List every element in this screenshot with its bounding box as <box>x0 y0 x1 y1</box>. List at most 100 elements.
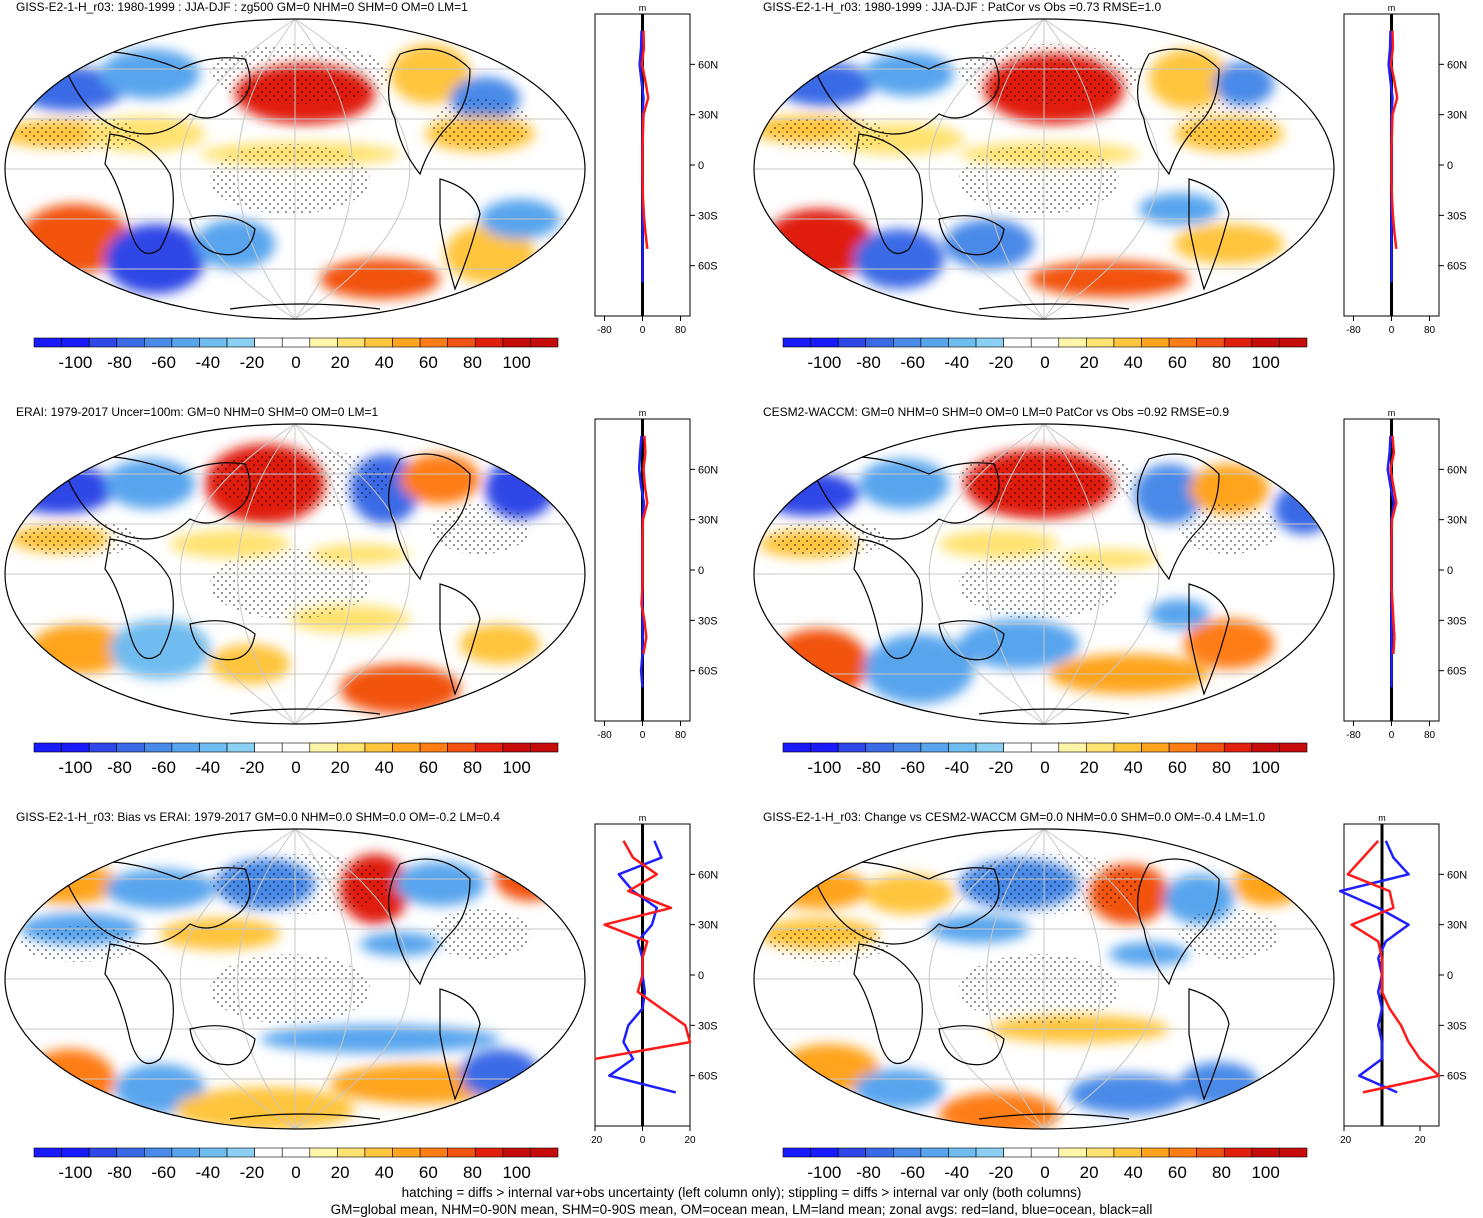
colorbar-swatch <box>447 742 476 753</box>
colorbar-tick-label: -60 <box>151 758 176 777</box>
colorbar-swatch <box>530 1147 559 1158</box>
meridian-line <box>1043 19 1102 319</box>
lat-tick-label: 60N <box>698 869 718 881</box>
colorbar-swatch <box>1251 742 1280 753</box>
colorbar-tick-label: 60 <box>419 758 438 777</box>
colorbar-tick-label: 80 <box>1212 1163 1231 1182</box>
colorbar-tick-label: -80 <box>107 1163 132 1182</box>
colorbar-tick-label: -80 <box>856 1163 881 1182</box>
x-tick-label: 0 <box>1389 730 1395 741</box>
coastline <box>808 455 1000 540</box>
zonal-frame <box>1343 823 1440 1127</box>
colorbar-tick-label: 100 <box>1251 758 1279 777</box>
colorbar-swatch <box>144 337 173 348</box>
panel-2: GISS-E2-1-H_r03: 1980-1999 : JJA-DJF : P… <box>749 0 1483 405</box>
colorbar-swatch <box>337 742 366 753</box>
colorbar-swatch <box>1113 742 1142 753</box>
stippling <box>430 99 530 149</box>
lat-tick-label: 0 <box>1447 565 1453 577</box>
coastline <box>978 1113 1130 1120</box>
colorbar-tick-label: -60 <box>900 1163 925 1182</box>
colorbar-tick-label: 60 <box>419 353 438 372</box>
colorbar-tick-label: 40 <box>375 353 394 372</box>
colorbar-swatch <box>364 337 393 348</box>
stippling <box>210 549 370 619</box>
anomaly-blob <box>1274 484 1334 534</box>
colorbar-swatch <box>893 742 922 753</box>
coastline <box>229 303 381 310</box>
stippling <box>1179 909 1279 959</box>
colorbar-swatch <box>1168 1147 1197 1158</box>
colorbar-swatch <box>1279 1147 1308 1158</box>
meridian-line <box>237 424 296 724</box>
colorbar-swatch <box>1196 1147 1225 1158</box>
meridian-line <box>928 19 1045 319</box>
colorbar-tick-label: -100 <box>807 1163 841 1182</box>
coastline <box>938 215 1005 256</box>
colorbar-tick-label: 20 <box>1080 353 1099 372</box>
colorbar-tick-label: -100 <box>807 353 841 372</box>
meridian-line <box>1043 424 1160 724</box>
colorbar-swatch <box>254 337 283 348</box>
anomaly-blob <box>360 932 440 956</box>
colorbar-swatch <box>226 1147 255 1158</box>
lat-tick-label: 60S <box>698 1071 718 1083</box>
colorbar-tick-label: 40 <box>375 758 394 777</box>
lat-tick-label: 0 <box>698 160 704 172</box>
coastline <box>387 453 471 581</box>
anomaly-blob <box>105 459 195 509</box>
anomaly-blob <box>460 1049 540 1099</box>
x-tick-label: 80 <box>1424 730 1436 741</box>
lat-tick-label: 60N <box>698 464 718 476</box>
coastline <box>104 943 174 1064</box>
map-field <box>5 829 585 1129</box>
x-tick-label: -80 <box>1346 325 1361 336</box>
colorbar-swatch <box>1086 742 1115 753</box>
colorbar-swatch <box>1196 742 1225 753</box>
colorbar-swatch <box>948 1147 977 1158</box>
stippling <box>769 521 889 557</box>
colorbar-swatch <box>474 337 504 348</box>
stippling <box>1179 504 1279 554</box>
coastline <box>59 860 251 945</box>
colorbar-swatch <box>474 1147 504 1158</box>
meridian-line <box>928 829 1045 1129</box>
lat-tick-label: 60S <box>1447 666 1467 678</box>
robinson-map <box>753 828 1335 1130</box>
anomaly-blob <box>1174 224 1284 264</box>
colorbar-tick-label: 60 <box>1168 1163 1187 1182</box>
coastline <box>59 50 251 135</box>
lat-tick-label: 60N <box>698 59 718 71</box>
lat-tick-label: 30S <box>698 1020 718 1032</box>
colorbar-tick-label: -20 <box>989 758 1014 777</box>
map-field <box>5 424 585 724</box>
x-tick-label: 0 <box>640 325 646 336</box>
colorbar-swatch <box>254 742 283 753</box>
colorbar-tick-label: 80 <box>463 758 482 777</box>
lat-tick-label: 30S <box>1447 615 1467 627</box>
colorbar-swatch <box>281 337 311 348</box>
zonal-ocean-line <box>1339 840 1410 1094</box>
colorbar-swatch <box>88 337 118 348</box>
colorbar-tick-label: 100 <box>502 353 530 372</box>
anomaly-blob <box>1139 193 1219 225</box>
colorbar-swatch <box>309 1147 338 1158</box>
x-tick-label: -80 <box>597 325 612 336</box>
coastline <box>439 178 481 291</box>
stippling <box>959 854 1139 914</box>
lat-tick-label: 60N <box>1447 869 1467 881</box>
lat-tick-label: 30S <box>1447 1020 1467 1032</box>
colorbar-tick-label: 20 <box>331 1163 350 1182</box>
colorbar-tick-label: -40 <box>944 758 969 777</box>
colorbar-swatch <box>364 742 393 753</box>
colorbar-tick-label: 100 <box>1251 1163 1279 1182</box>
colorbar-swatch <box>1223 742 1253 753</box>
colorbar-tick-label: 0 <box>1040 353 1049 372</box>
colorbar-swatch <box>782 337 811 348</box>
anomaly-blob <box>1149 49 1229 109</box>
meridian-line <box>179 424 296 724</box>
colorbar-swatch <box>61 1147 90 1158</box>
colorbar-tick-label: -80 <box>856 758 881 777</box>
colorbar-swatch <box>474 742 504 753</box>
coastline <box>59 455 251 540</box>
